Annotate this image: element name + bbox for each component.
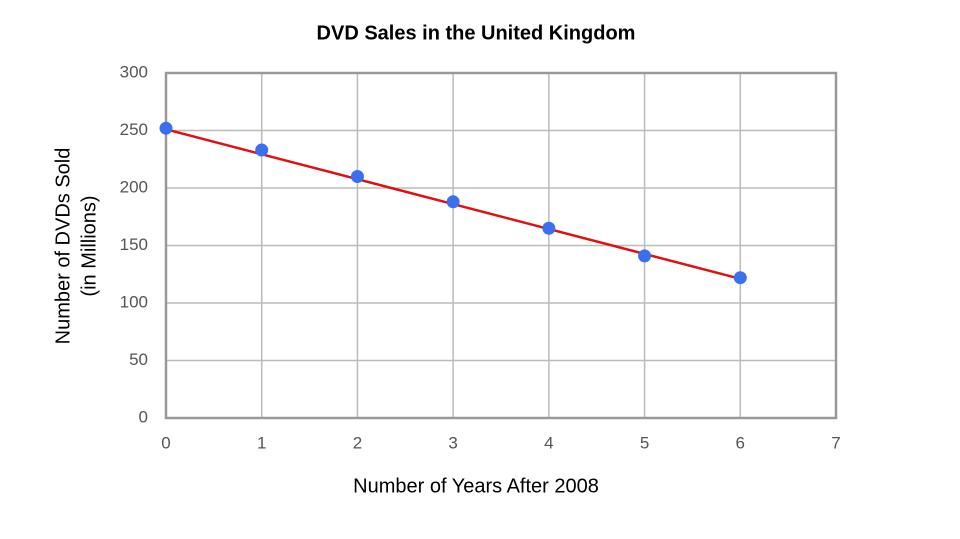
x-tick-label: 2: [353, 433, 362, 452]
point: [446, 195, 460, 209]
y-tick-label: 250: [120, 120, 148, 139]
point: [255, 143, 269, 157]
x-tick-label: 0: [161, 433, 170, 452]
y-tick-label: 200: [120, 177, 148, 196]
x-tick-label: 7: [831, 433, 840, 452]
plot-border: [164, 71, 838, 420]
x-axis-label: Number of Years After 2008: [353, 475, 599, 497]
y-axis-label: Number of DVDs Sold: [52, 148, 74, 345]
y-tick-label: 300: [120, 62, 148, 81]
point: [733, 271, 747, 285]
y-tick-label: 150: [120, 235, 148, 254]
point: [638, 249, 652, 263]
point: [542, 221, 556, 235]
y-tick-label: 50: [129, 350, 148, 369]
y-axis-label: (in Millions): [78, 195, 100, 296]
x-tick-label: 1: [257, 433, 266, 452]
chart-title: DVD Sales in the United Kingdom: [317, 22, 636, 44]
x-tick-label: 6: [736, 433, 745, 452]
y-tick-label: 0: [139, 407, 148, 426]
point: [350, 170, 364, 183]
x-tick-label: 5: [640, 433, 649, 452]
x-tick-label: 3: [448, 433, 457, 452]
x-tick-label: 4: [544, 433, 553, 452]
y-tick-label: 100: [120, 292, 148, 311]
point: [159, 121, 173, 135]
